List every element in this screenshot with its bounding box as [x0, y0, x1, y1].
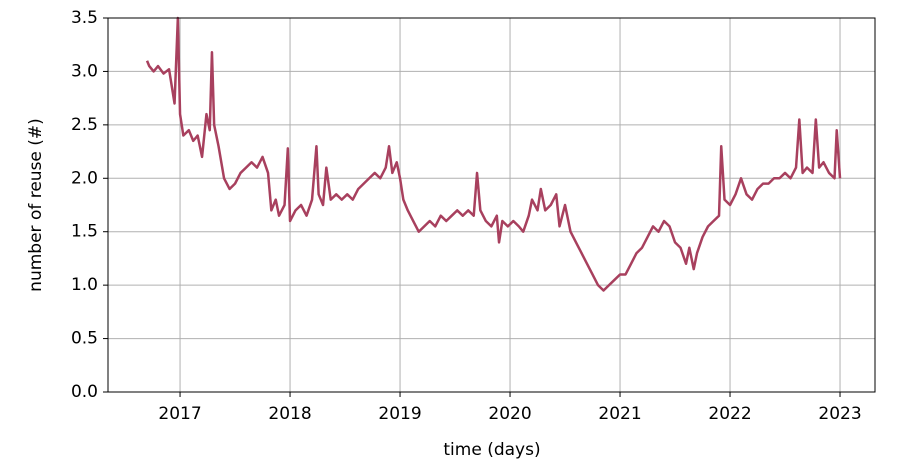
y-tick-label: 1.5: [71, 222, 98, 242]
y-tick-label: 0.5: [71, 329, 98, 349]
y-tick-label: 3.5: [71, 8, 98, 28]
x-axis-label: time (days): [443, 440, 540, 460]
data-line: [145, 16, 842, 292]
y-tick-label: 2.0: [71, 168, 98, 188]
x-tick-label: 2019: [378, 404, 421, 424]
plot-frame: [107, 17, 876, 393]
x-tick-label: 2018: [268, 404, 311, 424]
x-tick-label: 2017: [158, 404, 201, 424]
x-tick-label: 2021: [598, 404, 641, 424]
x-tick-label: 2022: [708, 404, 751, 424]
x-tick-label: 2020: [488, 404, 531, 424]
y-tick-label: 2.5: [71, 115, 98, 135]
y-tick-label: 3.0: [71, 61, 98, 81]
y-tick-label: 1.0: [71, 275, 98, 295]
y-axis-label: number of reuse (#): [26, 118, 46, 292]
x-tick-label: 2023: [818, 404, 861, 424]
y-tick-label: 0.0: [71, 382, 98, 402]
